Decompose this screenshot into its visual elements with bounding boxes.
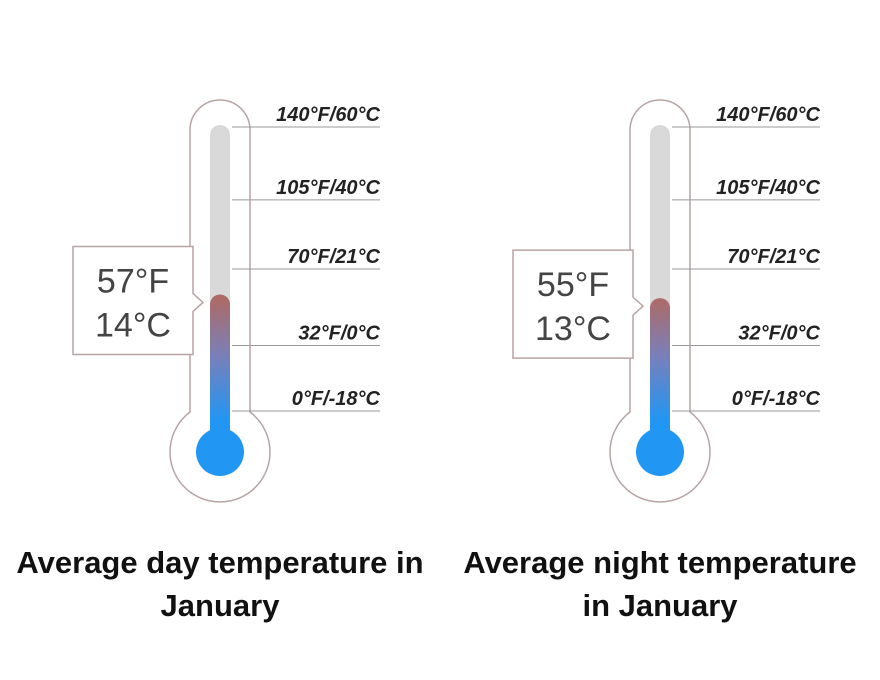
tick-label: 0°F/-18°C [292, 388, 381, 410]
tick-label: 32°F/0°C [298, 322, 380, 344]
tick-label: 140°F/60°C [716, 104, 820, 126]
tick-label: 105°F/40°C [716, 177, 820, 199]
tick-label: 105°F/40°C [276, 177, 380, 199]
bulb [636, 428, 684, 476]
callout-fahrenheit: 57°F [97, 262, 169, 300]
callout-box [512, 249, 645, 359]
chart-title: Average night temperature in January [463, 545, 857, 623]
tick-label: 32°F/0°C [738, 322, 820, 344]
callout-celsius: 13°C [535, 310, 611, 348]
callout-box [72, 245, 205, 356]
mercury [650, 298, 670, 452]
tick-label: 70°F/21°C [727, 246, 820, 268]
chart-title: Average day temperature in January [16, 545, 424, 623]
tick-label: 0°F/-18°C [732, 388, 821, 410]
callout-fahrenheit: 55°F [537, 266, 609, 304]
tick-label: 140°F/60°C [276, 104, 380, 126]
bulb [196, 428, 244, 476]
callout-celsius: 14°C [95, 306, 171, 344]
mercury [210, 294, 230, 452]
tick-label: 70°F/21°C [287, 246, 380, 268]
